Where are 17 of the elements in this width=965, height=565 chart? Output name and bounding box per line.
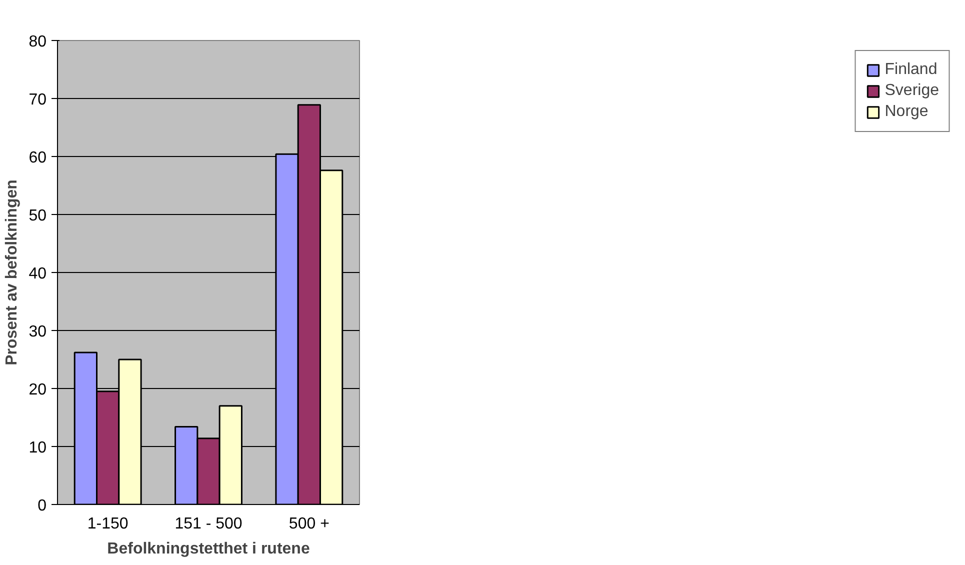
y-tick-label: 20 <box>28 382 47 398</box>
x-axis-title: Befolkningstetthet i rutene <box>107 540 310 558</box>
y-axis-title: Prosent av befolkningen <box>4 180 21 366</box>
legend-label: Sverige <box>884 82 939 100</box>
y-tick-label: 80 <box>28 34 47 50</box>
legend-label: Norge <box>884 103 928 121</box>
y-tick-label: 50 <box>28 208 47 224</box>
x-tick-label: 1-150 <box>87 516 128 532</box>
y-tick-label: 60 <box>28 150 47 166</box>
y-tick-label: 70 <box>28 92 47 108</box>
legend-label: Finland <box>884 61 938 79</box>
y-tick-label: 30 <box>28 324 47 340</box>
x-tick-label: 500 + <box>288 516 330 532</box>
y-tick-label: 0 <box>38 498 47 514</box>
y-tick-label: 10 <box>28 440 47 456</box>
x-tick-label: 151 - 500 <box>174 516 242 532</box>
y-tick-label: 40 <box>28 266 47 282</box>
